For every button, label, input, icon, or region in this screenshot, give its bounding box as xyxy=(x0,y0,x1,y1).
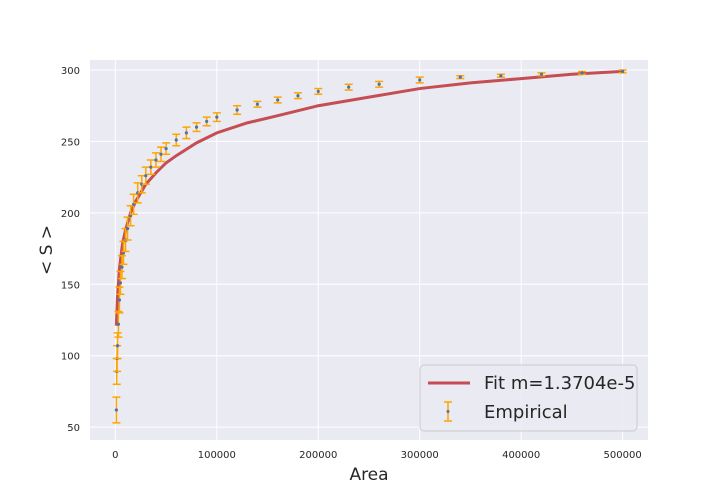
x-tick-label: 500000 xyxy=(604,450,642,461)
empirical-point xyxy=(618,69,627,74)
x-tick-labels: 0 100000 200000 300000 400000 500000 xyxy=(112,450,642,461)
empirical-point xyxy=(375,80,384,88)
empirical-point xyxy=(112,396,121,424)
fit-series xyxy=(114,69,623,326)
empirical-point xyxy=(192,122,201,133)
y-tick-labels: 50 100 150 200 250 300 xyxy=(61,66,80,434)
empirical-point xyxy=(162,142,171,156)
y-tick-label: 300 xyxy=(61,66,80,77)
x-axis-label: Area xyxy=(349,465,388,485)
empirical-point xyxy=(537,72,546,77)
empirical-point xyxy=(141,166,150,186)
empirical-point xyxy=(117,254,126,280)
empirical-point xyxy=(172,133,181,147)
legend-fit-label: Fit m=1.3704e-5 xyxy=(484,373,635,394)
empirical-point xyxy=(293,92,302,100)
empirical-point xyxy=(146,159,155,176)
empirical-point xyxy=(496,73,505,78)
legend-empirical-label: Empirical xyxy=(484,402,568,423)
empirical-point xyxy=(456,74,465,80)
empirical-point xyxy=(119,240,128,266)
y-axis-label: < S > xyxy=(37,225,57,275)
empirical-point xyxy=(344,83,353,91)
empirical-point xyxy=(182,126,191,140)
empirical-point xyxy=(151,152,160,168)
x-tick-label: 100000 xyxy=(198,450,236,461)
x-tick-label: 200000 xyxy=(299,450,337,461)
legend-box xyxy=(419,364,638,432)
empirical-point xyxy=(415,76,424,84)
y-tick-label: 250 xyxy=(61,137,80,148)
empirical-point xyxy=(114,310,123,338)
empirical-series xyxy=(112,69,627,424)
empirical-point xyxy=(115,286,124,314)
empirical-point xyxy=(314,87,323,96)
legend-empirical-swatch xyxy=(444,401,452,422)
empirical-point xyxy=(133,182,142,204)
y-tick-label: 150 xyxy=(61,280,80,291)
empirical-point xyxy=(233,104,242,116)
grid xyxy=(90,60,648,440)
empirical-point xyxy=(129,193,138,216)
empirical-point xyxy=(212,112,221,123)
empirical-point xyxy=(202,116,211,127)
x-tick-label: 400000 xyxy=(502,450,540,461)
x-tick-label: 0 xyxy=(112,450,118,461)
y-tick-label: 100 xyxy=(61,352,80,363)
empirical-point xyxy=(253,100,262,108)
empirical-point xyxy=(157,146,166,163)
empirical-point xyxy=(116,270,125,296)
empirical-point xyxy=(578,70,587,76)
x-tick-label: 300000 xyxy=(401,450,439,461)
fit-line xyxy=(114,69,623,326)
y-tick-label: 200 xyxy=(61,209,80,220)
y-tick-label: 50 xyxy=(67,423,80,434)
empirical-point xyxy=(273,96,282,104)
legend: Fit m=1.3704e-5 Empirical xyxy=(419,364,638,432)
